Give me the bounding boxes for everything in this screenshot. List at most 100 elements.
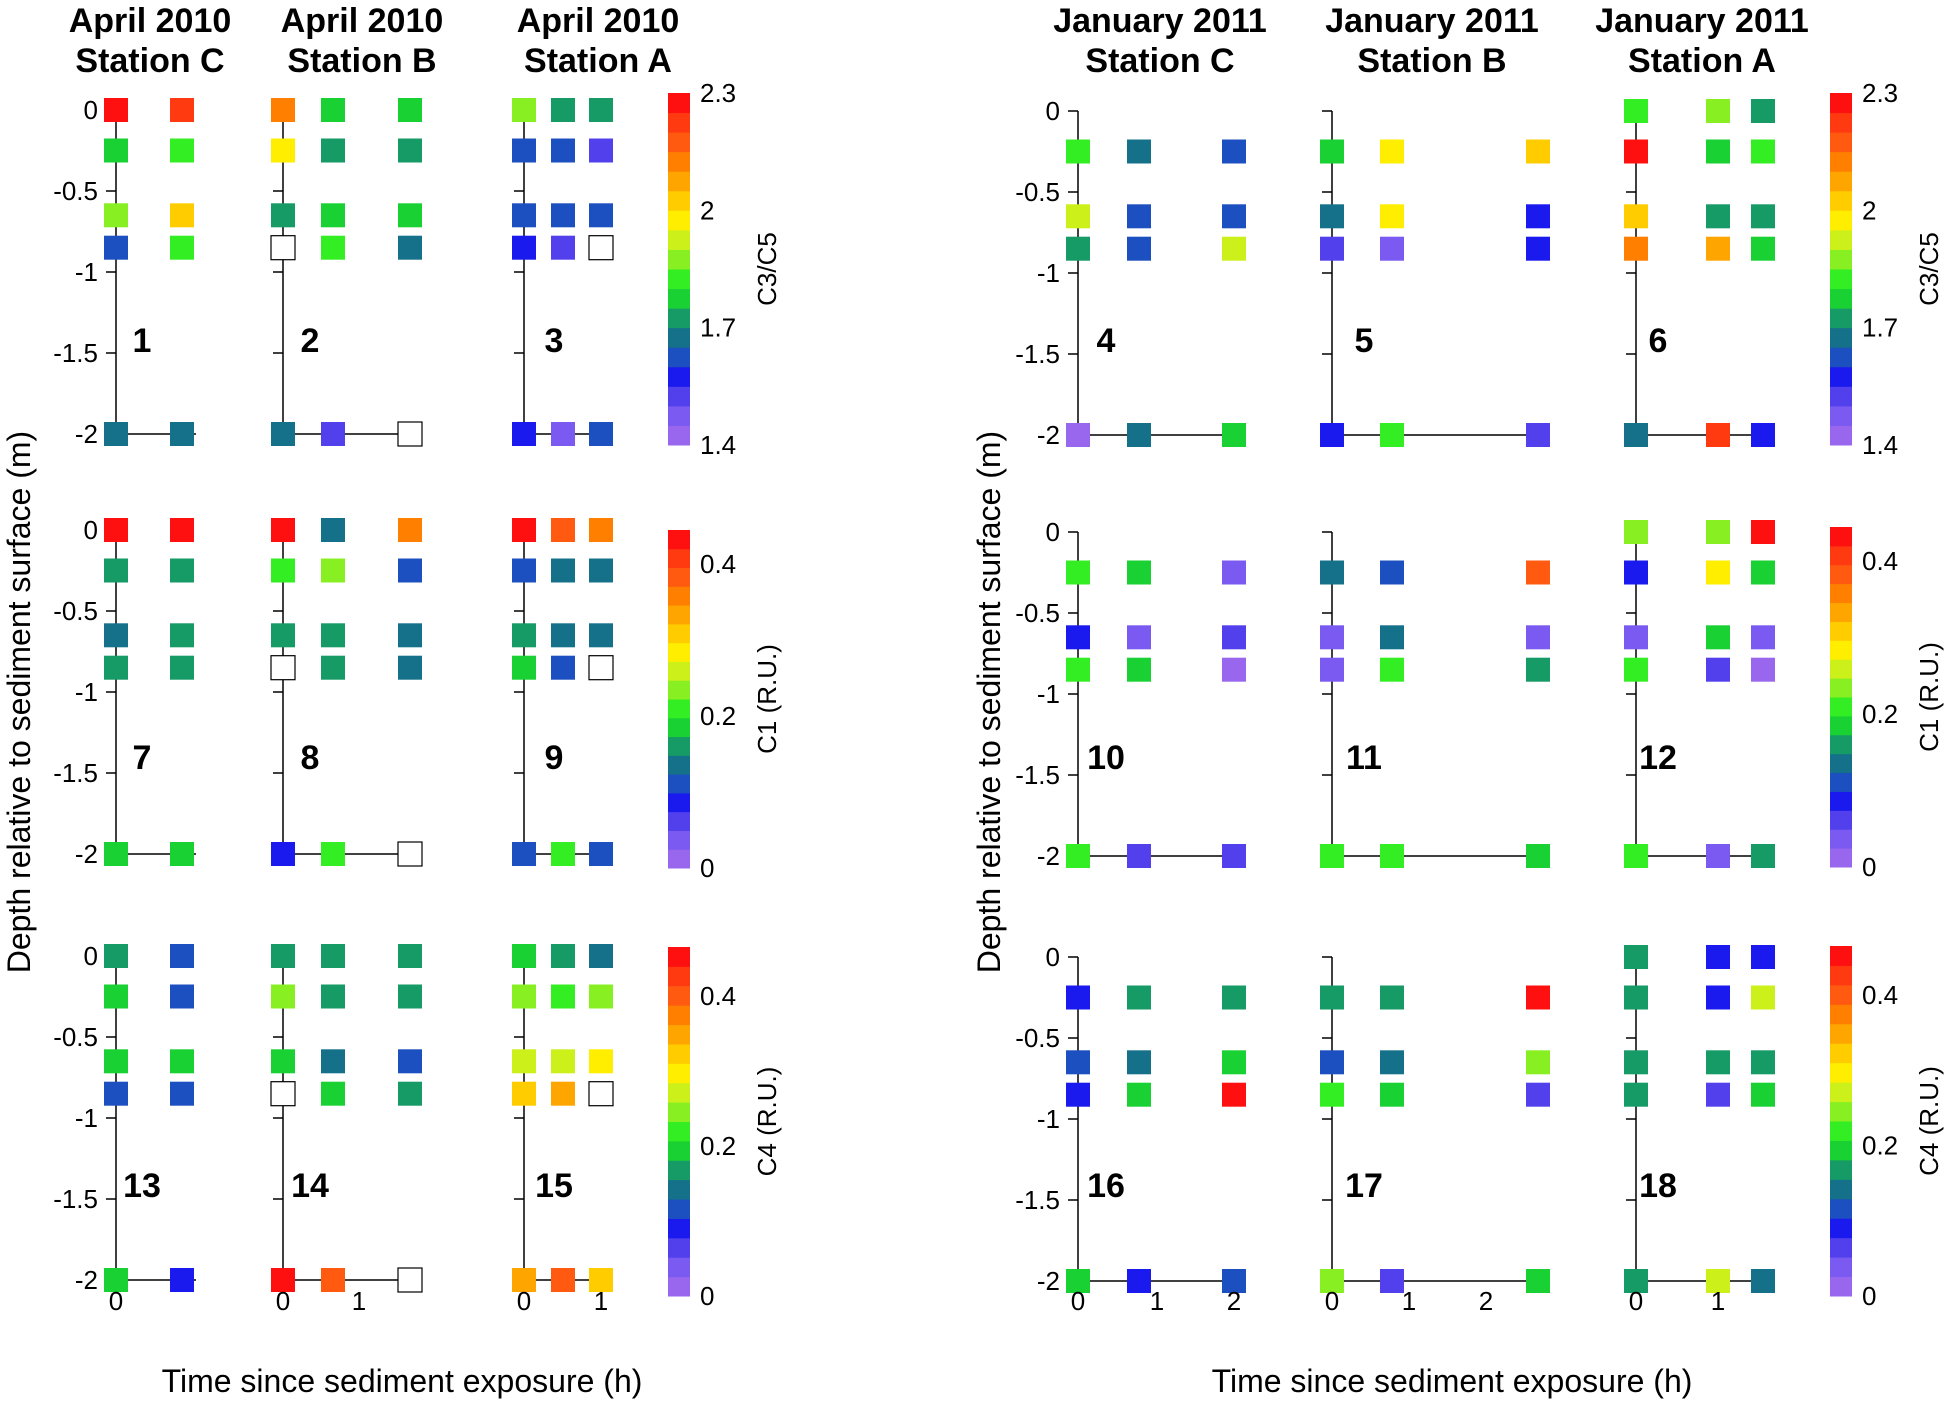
data-marker [1127, 657, 1151, 682]
y-tick-label: -0.5 [1015, 177, 1060, 207]
y-tick-label: -1.5 [53, 1184, 98, 1214]
y-tick-label: -0.5 [1015, 1023, 1060, 1053]
colorbar-bin [668, 93, 690, 114]
x-tick-label: 0 [1071, 1286, 1085, 1316]
data-marker [589, 98, 613, 122]
data-marker [589, 558, 613, 583]
colorbar-tick-label: 0.4 [700, 981, 736, 1011]
panel-1: 0 -0.5 -1 -1.5 -2 1 [53, 95, 196, 449]
open-marker [588, 235, 614, 261]
colorbar-bin [668, 985, 690, 1006]
colorbar-bin [1830, 1218, 1852, 1239]
data-marker [551, 98, 575, 122]
data-marker [170, 203, 194, 228]
data-marker [1320, 1082, 1344, 1107]
data-marker [1066, 625, 1090, 650]
data-marker [1526, 625, 1550, 650]
panel-14: 14 [270, 944, 423, 1293]
colorbar-bin [668, 680, 690, 700]
data-marker [1222, 560, 1246, 585]
colorbar-bin [668, 249, 690, 270]
data-marker [1706, 560, 1730, 585]
data-marker [104, 138, 128, 163]
data-marker [589, 518, 613, 542]
data-marker [104, 203, 128, 228]
data-marker [1526, 423, 1550, 447]
colorbar-bin [1830, 1062, 1852, 1083]
colorbar-bin [668, 567, 690, 587]
y-tick-label: -1 [75, 1103, 98, 1133]
data-marker [271, 984, 295, 1009]
data-marker [1066, 560, 1090, 585]
data-marker [1751, 236, 1775, 261]
panel-5: 5 [1320, 110, 1550, 447]
x-tick-label: 1 [1711, 1286, 1725, 1316]
colorbar-tick-label: 0.2 [700, 1131, 736, 1161]
y-tick-label: -2 [1037, 1266, 1060, 1296]
colorbar-bin [1830, 984, 1852, 1005]
colorbar-bin [668, 1237, 690, 1258]
data-marker [1320, 1050, 1344, 1075]
x-tick-label: 1 [352, 1286, 366, 1316]
colorbar-bin [668, 736, 690, 756]
data-marker [1751, 985, 1775, 1010]
colorbar-tick-label: 0.4 [700, 549, 736, 579]
colorbar-bin [1830, 288, 1852, 309]
data-marker [1222, 1269, 1246, 1293]
data-marker [271, 944, 295, 968]
colorbar-bin [668, 966, 690, 987]
data-marker [271, 1049, 295, 1074]
data-marker [271, 1268, 295, 1292]
colorbar-bin [1830, 829, 1852, 849]
open-marker [270, 1081, 296, 1107]
data-marker [1624, 1050, 1648, 1075]
x-tick-label: 2 [1227, 1286, 1241, 1316]
data-marker [1320, 560, 1344, 585]
colorbar-tick-label: 1.7 [1862, 313, 1898, 343]
panel-15: 15 [512, 944, 614, 1292]
column-header-line1: January 2011 [1053, 2, 1267, 40]
data-marker [1624, 520, 1648, 544]
colorbar-bin [1830, 810, 1852, 830]
data-marker [398, 944, 422, 968]
data-marker [1751, 1082, 1775, 1107]
colorbar-bin [668, 1160, 690, 1181]
data-marker [1751, 945, 1775, 969]
colorbar-bin [1830, 347, 1852, 368]
data-marker [398, 558, 422, 583]
colorbar-bin [668, 642, 690, 662]
data-marker [1066, 236, 1090, 261]
panel-6: 6 [1624, 99, 1775, 447]
data-marker [1066, 139, 1090, 164]
colorbar-bin [668, 1102, 690, 1122]
data-marker [1706, 204, 1730, 229]
panels: 0-0.5-1-1.5-21 2 30-0.5-1-1.5-24 5 60-0.5-1-… [53, 95, 1775, 1316]
column-header-line2: Station A [1628, 42, 1776, 80]
colorbar-bin [668, 1082, 690, 1103]
data-marker [1222, 625, 1246, 650]
data-marker [1222, 985, 1246, 1010]
y-tick-label: -0.5 [1015, 598, 1060, 628]
data-marker [589, 944, 613, 968]
data-marker [1706, 985, 1730, 1010]
data-marker [1624, 204, 1648, 229]
data-marker [589, 984, 613, 1009]
colorbar-bin [668, 811, 690, 831]
column-header-line2: Station A [524, 42, 672, 80]
colorbar-bin [1830, 210, 1852, 231]
colorbar-label: C1 (R.U.) [1914, 642, 1944, 752]
data-marker [1127, 1082, 1151, 1107]
data-marker [104, 422, 128, 446]
data-marker [170, 235, 194, 260]
panel-10: 0 -0.5 -1 -1.5 -2 10 [1015, 517, 1246, 871]
data-marker [321, 984, 345, 1009]
y-tick-label: -2 [75, 419, 98, 449]
colorbar-tick-label: 1.7 [700, 313, 736, 343]
colorbar-bin [1830, 753, 1852, 774]
column-header-line1: April 2010 [281, 2, 444, 40]
colorbar-bin [1830, 791, 1852, 811]
x-tick-label: 0 [1325, 1286, 1339, 1316]
colorbar-right-2: 0.4 0.2 0 C1 (R.U.) [1830, 527, 1944, 882]
y-tick-label: -1 [75, 257, 98, 287]
